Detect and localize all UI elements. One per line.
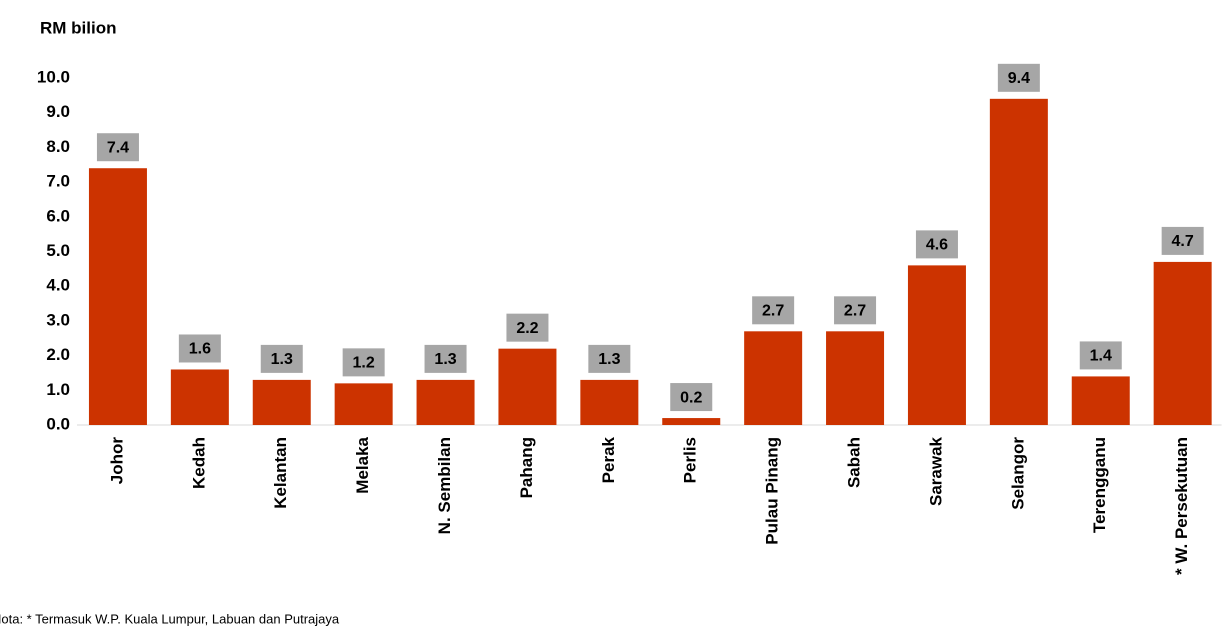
value-label: 2.7 (844, 303, 866, 320)
value-label-box (1077, 339, 1124, 372)
y-tick-label: 3.0 (46, 310, 70, 329)
value-label: 4.6 (926, 237, 948, 254)
y-tick-label: 9.0 (46, 102, 70, 121)
value-label-box (176, 332, 223, 365)
y-tick-label: 6.0 (46, 206, 70, 225)
x-tick-label: Terengganu (1090, 437, 1109, 533)
bar (170, 369, 229, 425)
footnote: Nota: * Termasuk W.P. Kuala Lumpur, Labu… (0, 611, 340, 626)
value-label-box (668, 381, 715, 414)
value-label-box (340, 346, 387, 379)
y-tick-label: 10.0 (37, 67, 70, 86)
value-label-box (1159, 224, 1206, 257)
value-label-box (832, 294, 879, 327)
y-axis-label: RM bilion (40, 18, 116, 37)
x-tick-label: * W. Persekutuan (1172, 437, 1191, 575)
bar (662, 418, 721, 425)
value-label: 4.7 (1172, 233, 1194, 250)
value-label-box (913, 228, 960, 261)
x-tick-label: Kedah (189, 437, 208, 489)
bar (744, 331, 803, 425)
x-tick-label: Pahang (517, 437, 536, 498)
value-label-box (94, 131, 141, 164)
bar (580, 379, 639, 425)
value-label: 1.2 (353, 355, 375, 372)
value-label: 2.7 (762, 303, 784, 320)
value-label-box (258, 342, 305, 375)
y-tick-label: 7.0 (46, 172, 70, 191)
y-tick-label: 8.0 (46, 137, 70, 156)
bar (416, 379, 475, 425)
x-tick-label: Johor (107, 437, 126, 485)
value-label-box (422, 342, 469, 375)
value-label: 1.4 (1090, 348, 1112, 365)
value-label: 1.3 (271, 351, 293, 368)
value-label-box (995, 61, 1042, 94)
y-tick-label: 4.0 (46, 276, 70, 295)
x-tick-label: Sabah (845, 437, 864, 488)
x-tick-label: Perlis (681, 437, 700, 483)
bar (1153, 261, 1212, 425)
value-label-box (504, 311, 551, 344)
y-tick-label: 2.0 (46, 345, 70, 364)
value-label: 9.4 (1008, 70, 1030, 87)
value-label: 2.2 (516, 320, 538, 337)
y-tick-label: 1.0 (46, 380, 70, 399)
x-tick-label: Kelantan (271, 437, 290, 509)
bar (907, 265, 966, 425)
value-label-box (586, 342, 633, 375)
bar (88, 168, 147, 425)
x-tick-label: Pulau Pinang (763, 437, 782, 545)
bar (252, 379, 311, 425)
bar (1071, 376, 1130, 425)
bar (334, 383, 393, 425)
x-tick-label: Melaka (353, 436, 372, 493)
value-label: 0.2 (680, 389, 702, 406)
bar (989, 98, 1048, 425)
x-tick-label: Sarawak (926, 436, 945, 506)
x-tick-label: Selangor (1008, 437, 1027, 510)
value-label: 1.3 (434, 351, 456, 368)
bar (498, 348, 557, 425)
y-tick-label: 5.0 (46, 241, 70, 260)
bar (826, 331, 885, 425)
value-label: 1.6 (189, 341, 211, 358)
y-tick-label: 0.0 (46, 414, 70, 433)
value-label: 7.4 (107, 139, 129, 156)
value-label-box (750, 294, 797, 327)
value-label: 1.3 (598, 351, 620, 368)
x-tick-label: N. Sembilan (435, 437, 454, 534)
x-tick-label: Perak (599, 436, 618, 483)
